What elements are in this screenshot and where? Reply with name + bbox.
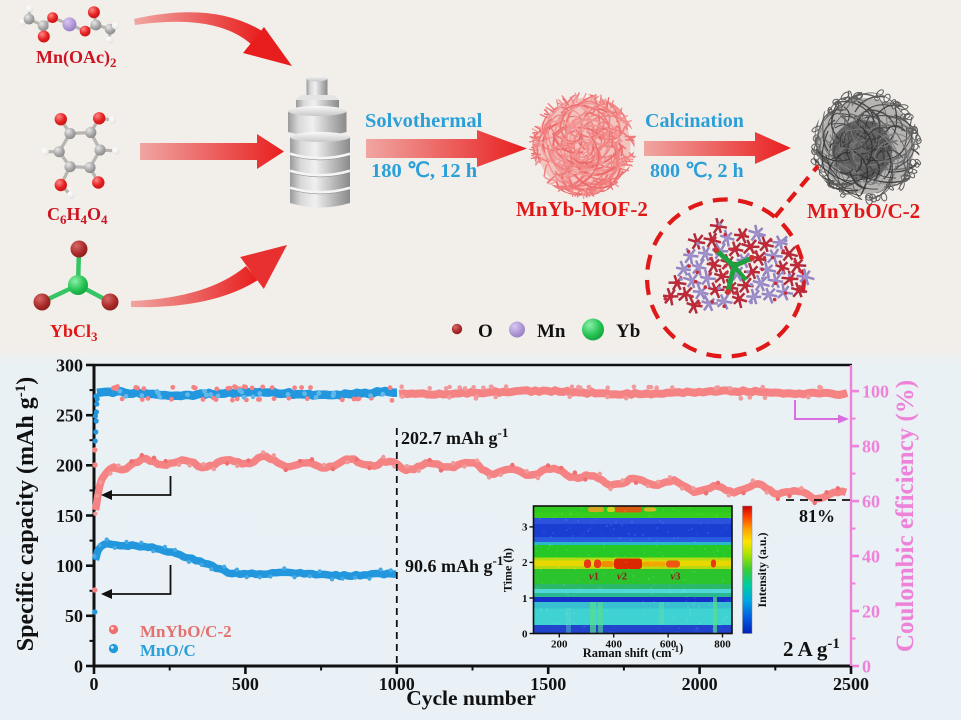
svg-text:202.7 mAh g-1: 202.7 mAh g-1 (401, 425, 508, 448)
svg-text:100: 100 (862, 382, 889, 402)
svg-text:1: 1 (522, 593, 528, 605)
svg-text:Time (h): Time (h) (501, 548, 515, 592)
svg-text:2: 2 (522, 557, 528, 569)
svg-text:0: 0 (90, 674, 99, 694)
svg-text:100: 100 (56, 556, 83, 576)
svg-text:0: 0 (74, 656, 83, 676)
svg-text:180 ℃, 12 h: 180 ℃, 12 h (371, 160, 478, 182)
svg-text:Mn(OAc)2: Mn(OAc)2 (36, 47, 116, 70)
svg-text:ν1: ν1 (589, 572, 599, 583)
svg-text:60: 60 (862, 492, 880, 512)
svg-text:MnO/C: MnO/C (140, 641, 196, 660)
svg-text:2500: 2500 (833, 674, 869, 694)
svg-text:Specific capacity (mAh g-1): Specific capacity (mAh g-1) (13, 377, 39, 651)
svg-text:0: 0 (522, 628, 528, 640)
svg-text:80: 80 (862, 437, 880, 457)
svg-text:Cycle number: Cycle number (406, 686, 536, 710)
svg-text:800: 800 (714, 639, 731, 651)
svg-text:150: 150 (56, 506, 83, 526)
svg-text:40: 40 (862, 546, 880, 566)
svg-text:Solvothermal: Solvothermal (365, 110, 483, 132)
svg-text:C6H4O4: C6H4O4 (47, 204, 108, 227)
svg-text:Coulombic efficiency (%): Coulombic efficiency (%) (892, 380, 919, 652)
svg-text:MnYbO/C-2: MnYbO/C-2 (807, 199, 920, 223)
svg-text:50: 50 (65, 606, 83, 626)
svg-text:YbCl3: YbCl3 (50, 321, 98, 344)
svg-text:ν3: ν3 (671, 572, 681, 583)
svg-text:250: 250 (56, 406, 83, 426)
svg-text:Mn: Mn (537, 321, 566, 342)
svg-text:Intensity (a.u.): Intensity (a.u.) (755, 532, 769, 607)
svg-text:300: 300 (56, 355, 83, 375)
svg-text:81%: 81% (799, 506, 835, 526)
svg-text:800 ℃, 2 h: 800 ℃, 2 h (650, 160, 744, 182)
svg-text:2000: 2000 (682, 674, 718, 694)
svg-text:MnYbO/C-2: MnYbO/C-2 (140, 622, 232, 641)
svg-text:Yb: Yb (616, 321, 640, 342)
svg-text:200: 200 (56, 456, 83, 476)
svg-text:20: 20 (862, 601, 880, 621)
svg-text:90.6 mAh g-1: 90.6 mAh g-1 (405, 553, 503, 576)
svg-text:3: 3 (522, 522, 528, 534)
svg-text:200: 200 (551, 639, 568, 651)
svg-text:ν2: ν2 (617, 572, 627, 583)
svg-text:O: O (478, 321, 493, 342)
svg-text:500: 500 (232, 674, 259, 694)
svg-text:MnYb-MOF-2: MnYb-MOF-2 (516, 197, 648, 221)
svg-text:Calcination: Calcination (645, 110, 744, 132)
